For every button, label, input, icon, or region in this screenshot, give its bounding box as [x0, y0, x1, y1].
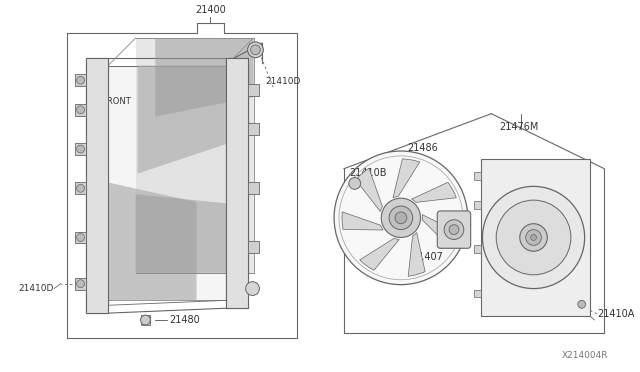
- Text: 21480: 21480: [169, 315, 200, 325]
- Polygon shape: [138, 65, 226, 174]
- Polygon shape: [136, 38, 253, 273]
- FancyBboxPatch shape: [248, 241, 259, 253]
- Circle shape: [381, 198, 420, 237]
- Circle shape: [77, 234, 84, 241]
- Polygon shape: [86, 58, 108, 313]
- Polygon shape: [481, 159, 589, 316]
- Circle shape: [531, 234, 536, 240]
- Polygon shape: [422, 215, 458, 248]
- Polygon shape: [342, 212, 383, 230]
- Text: 21486: 21486: [407, 143, 438, 153]
- Circle shape: [77, 185, 84, 192]
- FancyBboxPatch shape: [248, 84, 259, 96]
- Text: 21410A: 21410A: [597, 309, 635, 319]
- Circle shape: [525, 230, 541, 246]
- Circle shape: [334, 151, 468, 285]
- FancyBboxPatch shape: [75, 104, 86, 116]
- Circle shape: [77, 280, 84, 288]
- Circle shape: [496, 200, 571, 275]
- FancyBboxPatch shape: [474, 289, 481, 297]
- Circle shape: [389, 206, 413, 230]
- FancyBboxPatch shape: [75, 232, 86, 243]
- Circle shape: [251, 45, 260, 55]
- Polygon shape: [226, 58, 248, 308]
- Polygon shape: [356, 168, 383, 211]
- FancyBboxPatch shape: [75, 74, 86, 86]
- Text: 21476M: 21476M: [499, 122, 538, 132]
- Text: FRONT: FRONT: [102, 97, 131, 106]
- Circle shape: [520, 224, 547, 251]
- Circle shape: [483, 186, 585, 289]
- Circle shape: [349, 177, 360, 189]
- Polygon shape: [108, 182, 196, 300]
- Text: X214004R: X214004R: [562, 351, 609, 360]
- Circle shape: [77, 76, 84, 84]
- FancyBboxPatch shape: [75, 278, 86, 289]
- Circle shape: [444, 220, 464, 240]
- Text: 21410B: 21410B: [349, 168, 387, 177]
- Polygon shape: [360, 238, 399, 270]
- FancyBboxPatch shape: [248, 182, 259, 194]
- Polygon shape: [393, 159, 420, 198]
- Text: 21407: 21407: [413, 252, 444, 262]
- FancyBboxPatch shape: [75, 143, 86, 155]
- Circle shape: [77, 106, 84, 114]
- Circle shape: [395, 212, 407, 224]
- FancyBboxPatch shape: [474, 171, 481, 180]
- Polygon shape: [408, 232, 425, 276]
- Circle shape: [77, 145, 84, 153]
- Circle shape: [141, 315, 150, 325]
- FancyBboxPatch shape: [437, 211, 470, 248]
- FancyBboxPatch shape: [248, 124, 259, 135]
- Text: 21410D: 21410D: [266, 77, 301, 86]
- FancyBboxPatch shape: [474, 246, 481, 253]
- Polygon shape: [412, 182, 456, 202]
- FancyBboxPatch shape: [141, 315, 150, 325]
- Polygon shape: [108, 65, 226, 300]
- Circle shape: [449, 225, 459, 234]
- Polygon shape: [136, 194, 234, 273]
- Polygon shape: [156, 38, 253, 116]
- Circle shape: [248, 42, 263, 58]
- Circle shape: [246, 282, 259, 295]
- Text: 21410D: 21410D: [19, 284, 54, 293]
- Polygon shape: [226, 58, 248, 308]
- Circle shape: [578, 300, 586, 308]
- Polygon shape: [86, 58, 108, 313]
- FancyBboxPatch shape: [75, 182, 86, 194]
- FancyBboxPatch shape: [474, 201, 481, 209]
- Text: 21400: 21400: [195, 6, 226, 15]
